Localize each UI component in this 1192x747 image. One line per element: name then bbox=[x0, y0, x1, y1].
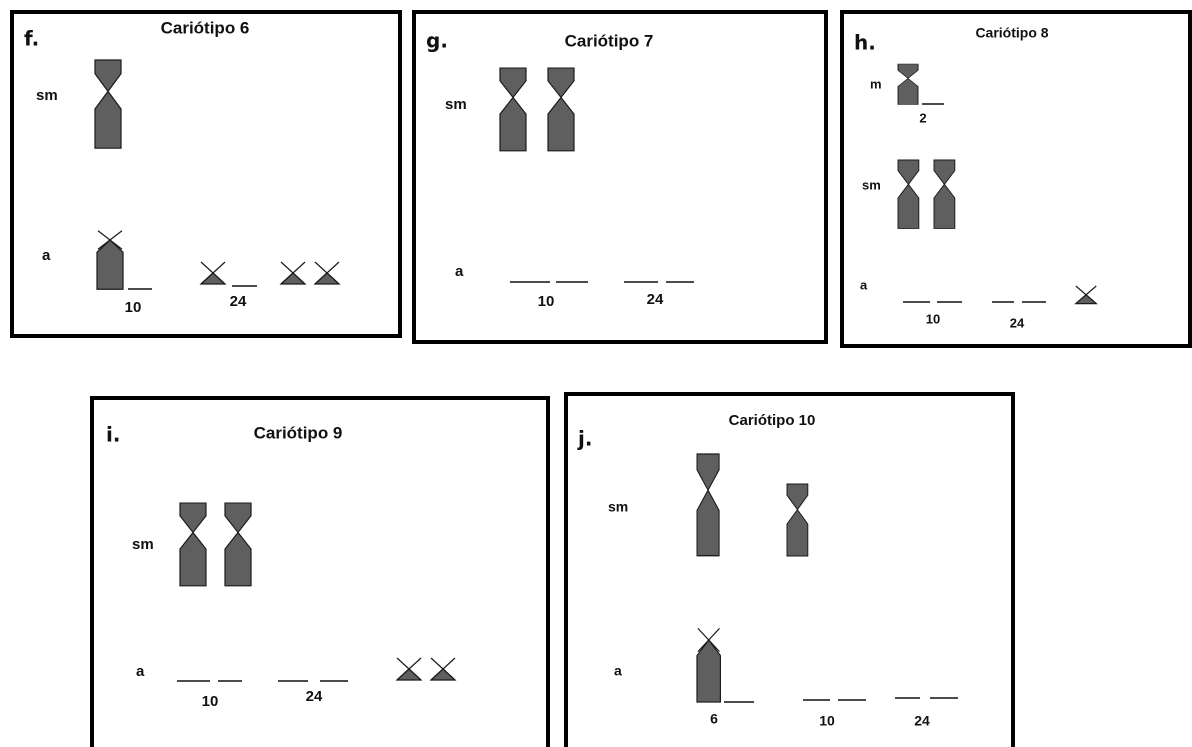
row-label: a bbox=[614, 663, 622, 679]
number-label: 6 bbox=[710, 711, 718, 727]
panel-title: Cariótipo 7 bbox=[565, 31, 654, 50]
panel-f: f. Cariótipo 6 sm a 10 24 bbox=[12, 12, 400, 336]
row-label: a bbox=[455, 263, 464, 280]
number-label: 24 bbox=[914, 713, 930, 729]
number-label: 10 bbox=[202, 693, 219, 710]
chromosome bbox=[201, 262, 225, 284]
chromosome bbox=[787, 484, 808, 556]
panel-i: i. Cariótipo 9 sm a 10 24 bbox=[92, 398, 548, 747]
number-label: 10 bbox=[125, 299, 142, 316]
panel-letter: i. bbox=[106, 423, 120, 447]
chromosome bbox=[898, 160, 919, 228]
panel-title: Cariótipo 8 bbox=[975, 25, 1048, 41]
chromosome bbox=[281, 262, 305, 284]
row-label: a bbox=[136, 663, 145, 680]
chromosome bbox=[97, 231, 123, 290]
chromosome bbox=[697, 628, 720, 702]
panel-j: j. Cariótipo 10 sm a 6 10 24 bbox=[566, 394, 1013, 747]
number-label: 24 bbox=[647, 291, 664, 308]
number-label: 24 bbox=[306, 688, 323, 705]
row-label: sm bbox=[36, 87, 58, 104]
row-label: a bbox=[860, 277, 868, 292]
chromosome bbox=[898, 64, 918, 105]
number-label: 10 bbox=[819, 713, 835, 729]
panel-letter: j. bbox=[577, 427, 592, 451]
panel-h: h. Cariótipo 8 m sm a 2 10 24 bbox=[842, 12, 1190, 346]
chromosome bbox=[697, 454, 719, 556]
chromosome bbox=[431, 658, 455, 680]
number-label: 10 bbox=[538, 293, 555, 310]
chromosome bbox=[548, 68, 574, 151]
row-label: m bbox=[870, 76, 882, 91]
panel-letter: f. bbox=[24, 27, 39, 51]
panel-title: Cariótipo 10 bbox=[729, 412, 816, 429]
karyotype-figure: f. Cariótipo 6 sm a 10 24 g. Cariótipo 7… bbox=[0, 0, 1192, 747]
chromosome bbox=[225, 503, 251, 586]
panel-g: g. Cariótipo 7 sm a 10 24 bbox=[414, 12, 826, 342]
chromosome bbox=[315, 262, 339, 284]
chromosome bbox=[1076, 286, 1096, 304]
panel-border bbox=[414, 12, 826, 342]
chromosome bbox=[180, 503, 206, 586]
row-label: sm bbox=[608, 499, 628, 515]
number-label: 10 bbox=[926, 311, 940, 326]
chromosome bbox=[95, 60, 121, 148]
row-label: sm bbox=[445, 96, 467, 113]
panel-title: Cariótipo 6 bbox=[161, 18, 250, 37]
panel-letter: h. bbox=[854, 31, 876, 55]
chromosome bbox=[934, 160, 955, 228]
row-label: sm bbox=[132, 536, 154, 553]
row-label: sm bbox=[862, 177, 881, 192]
panel-border bbox=[12, 12, 400, 336]
number-label: 24 bbox=[1010, 315, 1025, 330]
row-label: a bbox=[42, 247, 51, 264]
chromosome bbox=[500, 68, 526, 151]
number-label: 2 bbox=[919, 110, 926, 125]
chromosome bbox=[397, 658, 421, 680]
number-label: 24 bbox=[230, 293, 247, 310]
panel-letter: g. bbox=[426, 29, 448, 53]
panel-border bbox=[842, 12, 1190, 346]
panel-title: Cariótipo 9 bbox=[254, 423, 343, 442]
panel-border bbox=[566, 394, 1013, 747]
